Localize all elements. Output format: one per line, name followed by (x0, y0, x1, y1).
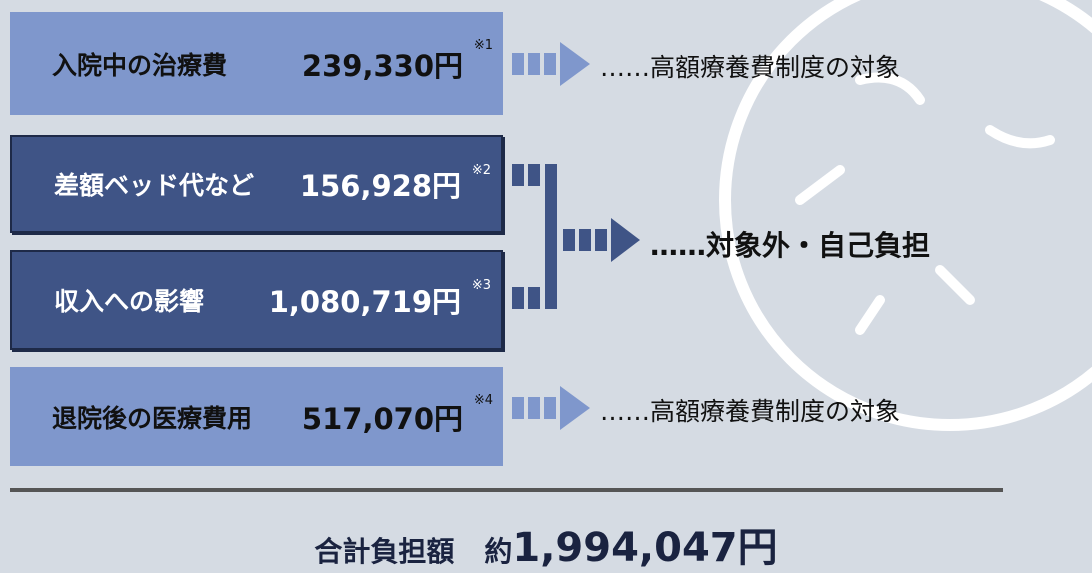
item-box: 収入への影響 1,080,719円 ※3 (10, 250, 503, 350)
item-label: 差額ベッド代など (54, 166, 254, 202)
page: 入院中の治療費 239,330円 ※1 差額ベッド代など 156,928円 ※2… (0, 0, 1092, 573)
item-note: ※2 (472, 163, 491, 178)
item-box: 退院後の医療費用 517,070円 ※4 (10, 367, 503, 466)
item-note: ※1 (474, 38, 493, 53)
item-note: ※4 (474, 393, 493, 408)
total-label: 合計負担額 (314, 535, 454, 568)
item-label: 退院後の医療費用 (52, 399, 252, 435)
item-amount: 1,080,719円 (269, 279, 461, 321)
total-amount: 1,994,047円 (512, 525, 777, 571)
result-text: ……対象外・自己負担 (650, 224, 930, 264)
result-text: ……高額療養費制度の対象 (600, 48, 900, 84)
item-label: 収入への影響 (54, 282, 204, 318)
item-box: 入院中の治療費 239,330円 ※1 (10, 12, 503, 115)
item-amount: 517,070円 (302, 396, 463, 438)
item-note: ※3 (472, 278, 491, 293)
item-box: 差額ベッド代など 156,928円 ※2 (10, 135, 503, 233)
total: 合計負担額約1,994,047円 (0, 515, 1092, 573)
total-prefix: 約 (484, 535, 512, 568)
item-amount: 239,330円 (302, 43, 463, 85)
item-amount: 156,928円 (300, 163, 461, 205)
result-text: ……高額療養費制度の対象 (600, 392, 900, 428)
item-label: 入院中の治療費 (52, 46, 227, 82)
